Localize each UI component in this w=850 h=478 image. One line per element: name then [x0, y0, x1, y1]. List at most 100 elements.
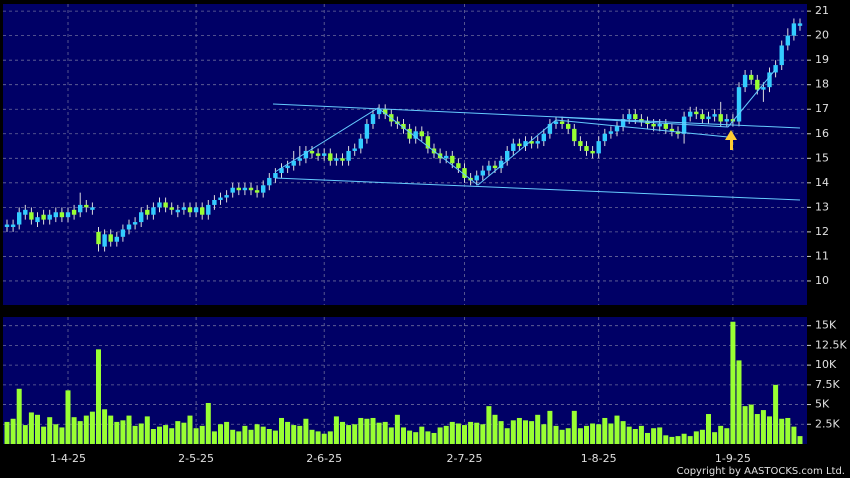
- volume-bar: [35, 414, 40, 444]
- volume-bar: [144, 416, 150, 444]
- candle-body: [157, 202, 162, 208]
- candle-body: [773, 65, 778, 73]
- volume-bar: [559, 429, 565, 444]
- volume-bar: [748, 404, 754, 444]
- y-tick-label: 10K: [815, 358, 837, 371]
- volume-bar: [199, 425, 205, 444]
- candle-body: [797, 23, 803, 26]
- volume-bar: [224, 421, 230, 444]
- y-tick-label: 12: [815, 225, 829, 238]
- volume-bar: [431, 432, 437, 444]
- candle-body: [4, 224, 10, 227]
- candle-body: [242, 187, 248, 191]
- candle-body: [663, 123, 668, 129]
- volume-bar: [492, 414, 498, 444]
- trendlines: [272, 69, 801, 201]
- volume-bar: [407, 430, 413, 444]
- volume-bar: [242, 425, 248, 444]
- volume-bar: [205, 402, 211, 444]
- volume-bar: [352, 424, 358, 444]
- candle-body: [529, 141, 534, 144]
- candle-body: [444, 155, 449, 159]
- candle-body: [407, 128, 412, 139]
- volume-bar: [53, 424, 59, 444]
- candle-body: [139, 212, 144, 223]
- volume-bar: [712, 432, 718, 444]
- candle-body: [108, 234, 113, 242]
- volume-bar: [230, 429, 236, 444]
- volume-bar: [797, 436, 803, 444]
- candle-body: [23, 209, 28, 215]
- candle-body: [114, 236, 119, 242]
- y-tick-label: 10: [815, 274, 829, 287]
- candle-body: [352, 148, 357, 151]
- volume-bar: [413, 432, 419, 444]
- y-tick-label: 15K: [815, 319, 837, 332]
- candle-body: [706, 116, 711, 120]
- neckline: [555, 116, 729, 128]
- volume-bar: [333, 416, 339, 444]
- volume-bar: [114, 421, 120, 444]
- candle-body: [724, 119, 729, 122]
- volume-bar: [486, 406, 492, 444]
- candle-body: [694, 111, 699, 115]
- y-tick-label: 20: [815, 29, 829, 42]
- volume-bar: [474, 422, 480, 444]
- candle-body: [224, 195, 229, 198]
- volume-bar: [309, 429, 315, 444]
- candle-body: [41, 214, 46, 220]
- volume-bar: [22, 425, 28, 444]
- candle-body: [206, 204, 211, 215]
- candle-body: [10, 224, 16, 227]
- volume-bar: [47, 417, 53, 444]
- candle-body: [620, 119, 626, 127]
- candle-body: [84, 204, 89, 208]
- volume-bar: [77, 421, 83, 444]
- volume-bar: [285, 421, 291, 444]
- volume-bar: [358, 417, 364, 444]
- volume-bar: [632, 429, 638, 444]
- candle-body: [761, 87, 766, 90]
- candle-body: [578, 141, 583, 147]
- arrow: [725, 130, 737, 150]
- candle-body: [633, 114, 638, 120]
- volume-bar: [291, 425, 297, 444]
- volume-bar: [785, 417, 791, 444]
- candle-body: [78, 204, 83, 213]
- candle-body: [96, 231, 101, 245]
- volume-bar: [718, 425, 724, 444]
- volume-bar: [83, 415, 89, 444]
- volume-bar: [370, 417, 376, 444]
- volume-bar: [529, 421, 535, 444]
- y-tick-label: 13: [815, 200, 829, 213]
- volume-bar: [657, 427, 663, 444]
- candle-body: [273, 173, 278, 178]
- volume-bar: [364, 418, 370, 444]
- candle-body: [492, 165, 498, 169]
- y-tick-label: 18: [815, 78, 829, 91]
- volume-bar: [504, 428, 510, 444]
- candle-body: [590, 150, 595, 154]
- volume-bar: [730, 321, 736, 444]
- candle-body: [669, 128, 675, 132]
- candle-body: [767, 72, 772, 88]
- y-tick-label: 2.5K: [815, 417, 840, 430]
- candle-body: [376, 109, 382, 115]
- candle-body: [267, 177, 272, 186]
- x-tick-label: 2-5-25: [178, 452, 214, 465]
- volume-bar: [516, 417, 522, 444]
- candle-body: [651, 123, 656, 127]
- volume-bar: [620, 421, 626, 444]
- channel-lower: [274, 177, 801, 201]
- volume-bar: [16, 388, 22, 444]
- candle-body: [553, 121, 559, 124]
- volume-bar: [449, 421, 455, 444]
- y-tick-label: 19: [815, 53, 829, 66]
- breakout-line: [727, 69, 776, 128]
- volume-bar: [608, 423, 614, 444]
- volume-bar: [157, 426, 162, 444]
- candle-body: [169, 207, 174, 210]
- candle-body: [218, 197, 223, 201]
- candle-body: [505, 150, 510, 161]
- volume-bar: [547, 410, 553, 444]
